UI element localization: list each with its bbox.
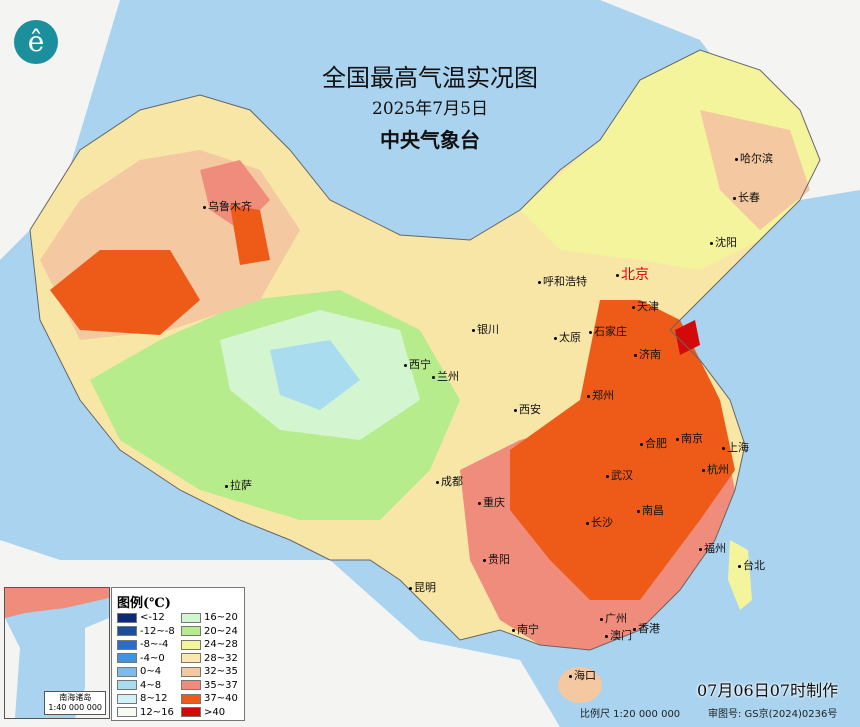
city-label: 香港: [633, 620, 660, 636]
legend-item: <-12: [117, 611, 181, 625]
legend-swatch: [181, 693, 201, 704]
legend: 图例(℃) <-12 -12~-8 -8~-4 -4~0 0~4 4~8 8~12 12~16…: [111, 587, 245, 721]
city-label: 呼和浩特: [538, 273, 587, 289]
map-scale: 比例尺 1:20 000 000: [580, 709, 681, 720]
legend-item: 8~12: [117, 692, 181, 706]
city-label: 重庆: [478, 494, 505, 510]
map-date: 2025年7月5日: [372, 99, 488, 119]
city-label: 澳门: [605, 627, 632, 643]
legend-label: -12~-8: [140, 625, 175, 637]
approval-number: 审图号: GS京(2024)0236号: [708, 709, 838, 720]
cma-logo-icon: ê: [14, 20, 58, 64]
city-label: 南昌: [637, 502, 664, 518]
legend-item: 4~8: [117, 679, 181, 693]
city-label: 沈阳: [710, 234, 737, 250]
legend-label: -8~-4: [140, 639, 169, 651]
legend-item: -12~-8: [117, 625, 181, 639]
legend-title: 图例(℃): [117, 596, 171, 611]
legend-label: <-12: [140, 612, 165, 624]
legend-swatch: [117, 612, 137, 623]
inset-label: 南海诸岛 1:40 000 000: [44, 691, 106, 715]
legend-item: >40: [181, 706, 245, 720]
legend-item: 37~40: [181, 692, 245, 706]
legend-label: 32~35: [204, 666, 238, 678]
legend-swatch: [117, 666, 137, 677]
legend-label: 24~28: [204, 639, 238, 651]
city-label: 南宁: [512, 621, 539, 637]
legend-item: 0~4: [117, 665, 181, 679]
legend-label: 37~40: [204, 693, 238, 705]
city-label: 长沙: [586, 514, 613, 530]
city-label: 杭州: [702, 461, 729, 477]
legend-item: 24~28: [181, 638, 245, 652]
legend-items: <-12 -12~-8 -8~-4 -4~0 0~4 4~8 8~12 12~16 16~20 2…: [117, 611, 244, 719]
city-label: 石家庄: [589, 323, 627, 339]
city-label: 拉萨: [225, 477, 252, 493]
legend-swatch: [117, 680, 137, 691]
city-label: 合肥: [640, 435, 667, 451]
city-label: 济南: [634, 346, 661, 362]
city-label: 西宁: [404, 356, 431, 372]
legend-item: 32~35: [181, 665, 245, 679]
city-label: 成都: [436, 473, 463, 489]
map-title: 全国最高气温实况图: [322, 64, 538, 92]
legend-item: 20~24: [181, 625, 245, 639]
city-label: 哈尔滨: [735, 150, 773, 166]
legend-swatch: [181, 612, 201, 623]
legend-label: 8~12: [140, 693, 168, 705]
legend-swatch: [117, 707, 137, 718]
legend-label: 0~4: [140, 666, 162, 678]
city-label: 海口: [569, 667, 596, 683]
legend-item: 16~20: [181, 611, 245, 625]
production-time: 07月06日07时制作: [697, 681, 839, 700]
city-label: 南京: [676, 430, 703, 446]
city-label: 广州: [600, 610, 627, 626]
legend-swatch: [181, 666, 201, 677]
city-label: 太原: [554, 329, 581, 345]
legend-swatch: [117, 653, 137, 664]
city-label: 台北: [738, 557, 765, 573]
city-label: 兰州: [432, 368, 459, 384]
city-label-capital: 北京: [616, 264, 649, 284]
city-label: 福州: [699, 540, 726, 556]
legend-label: >40: [204, 706, 226, 718]
city-label: 乌鲁木齐: [203, 198, 252, 214]
legend-swatch: [181, 626, 201, 637]
inset-title: 南海诸岛: [59, 693, 92, 702]
legend-label: 4~8: [140, 679, 162, 691]
legend-label: 20~24: [204, 625, 238, 637]
city-label: 长春: [733, 189, 760, 205]
city-label: 郑州: [587, 387, 614, 403]
legend-swatch: [117, 693, 137, 704]
city-label: 银川: [472, 321, 499, 337]
legend-swatch: [181, 680, 201, 691]
legend-swatch: [181, 639, 201, 650]
legend-swatch: [117, 626, 137, 637]
map-agency: 中央气象台: [380, 128, 480, 152]
legend-label: 16~20: [204, 612, 238, 624]
legend-item: 35~37: [181, 679, 245, 693]
legend-item: -4~0: [117, 652, 181, 666]
south-china-sea-inset: 南海诸岛 1:40 000 000: [4, 587, 110, 719]
legend-swatch: [181, 707, 201, 718]
legend-label: -4~0: [140, 652, 165, 664]
legend-label: 12~16: [140, 706, 174, 718]
legend-label: 35~37: [204, 679, 238, 691]
legend-item: -8~-4: [117, 638, 181, 652]
legend-swatch: [181, 653, 201, 664]
legend-item: 12~16: [117, 706, 181, 720]
city-label: 贵阳: [483, 551, 510, 567]
inset-scale: 1:40 000 000: [48, 703, 102, 712]
city-label: 天津: [632, 298, 659, 314]
city-label: 上海: [722, 439, 749, 455]
legend-label: 28~32: [204, 652, 238, 664]
legend-swatch: [117, 639, 137, 650]
legend-item: 28~32: [181, 652, 245, 666]
city-label: 昆明: [409, 579, 436, 595]
city-label: 武汉: [606, 467, 633, 483]
city-label: 西安: [514, 401, 541, 417]
